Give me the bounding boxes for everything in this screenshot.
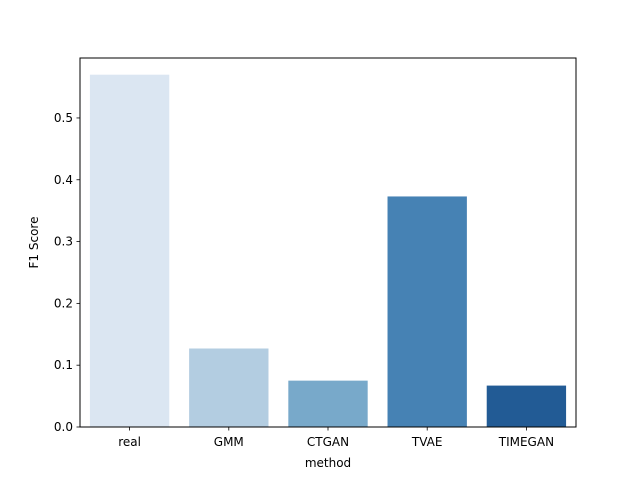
y-tick-label: 0.4 [54,173,73,187]
x-tick-label: TVAE [411,435,443,449]
x-axis-ticks: real GMM CTGAN TVAE TIMEGAN [118,427,554,449]
y-tick-label: 0.0 [54,420,73,434]
y-tick-label: 0.2 [54,296,73,310]
bar-tvae [387,196,467,427]
bar-gmm [189,348,269,427]
y-tick-label: 0.5 [54,111,73,125]
x-tick-label: real [118,435,141,449]
x-axis-title: method [305,456,351,470]
bar-ctgan [288,380,368,427]
x-tick-label: GMM [214,435,244,449]
bar-timegan [486,385,567,427]
x-tick-label: CTGAN [307,435,349,449]
bars-group [89,74,567,427]
bar-real [89,74,170,427]
y-axis-ticks: 0.0 0.1 0.2 0.3 0.4 0.5 [54,111,80,434]
x-tick-label: TIMEGAN [498,435,554,449]
y-axis-title: F1 Score [27,217,41,269]
y-tick-label: 0.3 [54,235,73,249]
plot-frame [79,57,577,428]
y-tick-label: 0.1 [54,358,73,372]
